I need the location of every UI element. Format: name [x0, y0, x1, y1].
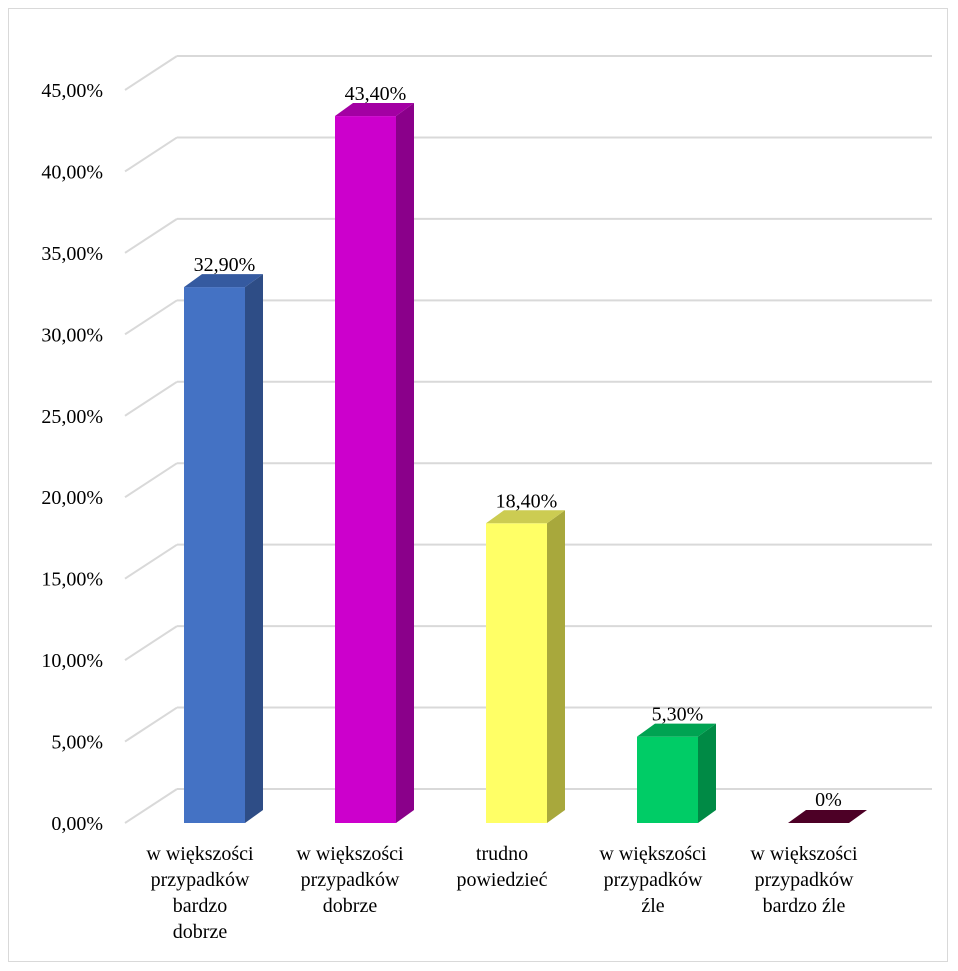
gridline-depth [124, 543, 178, 580]
category-label-line: przypadków [301, 869, 400, 891]
category-label-line: bardzo źle [763, 895, 846, 917]
category-label-line: w większości [599, 843, 707, 865]
category-label: w większości przypadków bardzo dobrze [146, 843, 254, 943]
data-label: 0% [815, 789, 842, 811]
gridline-depth [124, 788, 178, 824]
category-label: w większości przypadków źle [599, 843, 707, 917]
bar-side [245, 274, 263, 823]
y-tick-label: 45,00% [41, 80, 103, 102]
y-tick-label: 40,00% [41, 161, 103, 183]
bar-side [396, 103, 414, 823]
y-tick-label: 20,00% [41, 487, 103, 509]
y-tick-label: 0,00% [51, 813, 103, 835]
y-tick-label: 15,00% [41, 569, 103, 591]
chart-frame [8, 8, 948, 962]
category-label-line: dobrze [173, 921, 228, 943]
category-label-line: trudno [476, 843, 528, 865]
gridline-depth [124, 136, 178, 173]
category-label-line: przypadków [755, 869, 854, 891]
y-tick-label: 30,00% [41, 324, 103, 346]
gridline-depth [124, 380, 178, 417]
gridline-depth [124, 218, 178, 254]
gridline-depth [124, 625, 178, 661]
category-label-line: w większości [296, 843, 404, 865]
category-label-line: przypadków [604, 869, 703, 891]
y-tick-label: 10,00% [41, 650, 103, 672]
bar [335, 116, 396, 823]
gridline-depth [124, 462, 178, 499]
category-label: w większości przypadków dobrze [296, 843, 404, 917]
gridline-depth [124, 706, 178, 743]
category-label-line: w większości [146, 843, 254, 865]
bar-top [486, 510, 565, 524]
y-tick-label: 5,00% [51, 732, 103, 754]
category-label-line: powiedzieć [456, 869, 547, 891]
category-label-line: w większości [750, 843, 858, 865]
bar-top [335, 103, 414, 117]
bar-side [547, 510, 565, 823]
category-label-line: przypadków [151, 869, 250, 891]
category-label: trudno powiedzieć [456, 843, 547, 891]
bar [637, 736, 698, 823]
bar-top [788, 810, 867, 823]
data-label: 5,30% [652, 704, 704, 726]
bar-side [698, 723, 716, 823]
category-label: w większości przypadków bardzo źle [750, 843, 858, 917]
y-tick-label: 25,00% [41, 406, 103, 428]
data-label: 32,90% [194, 254, 256, 276]
category-label-line: bardzo [173, 895, 227, 917]
gridline-depth [124, 299, 178, 336]
y-tick-label: 35,00% [41, 243, 103, 265]
category-label-line: źle [641, 895, 664, 917]
gridline-depth [124, 55, 178, 91]
bar-top [637, 723, 716, 737]
bar-top [184, 274, 263, 288]
data-label: 18,40% [496, 490, 558, 512]
data-label: 43,40% [345, 83, 407, 105]
bar [184, 287, 245, 823]
bar [486, 523, 547, 823]
category-label-line: dobrze [323, 895, 378, 917]
